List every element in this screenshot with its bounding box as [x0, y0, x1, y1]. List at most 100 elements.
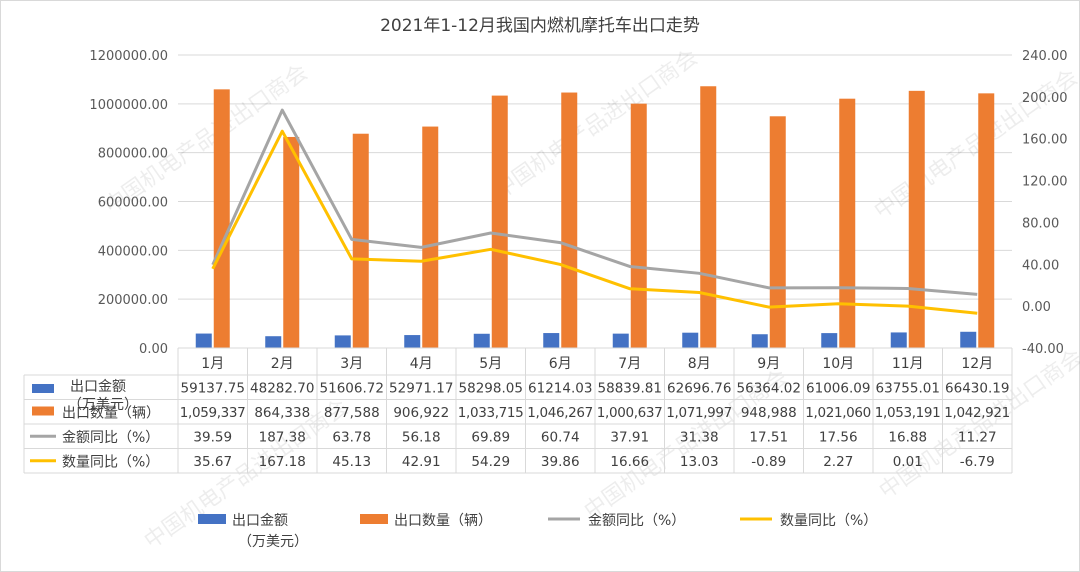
bar	[839, 98, 856, 348]
table-cell-value: 0.01	[893, 454, 923, 470]
table-cell-value: 56364.02	[737, 380, 801, 396]
left-axis-tick-label: 200000.00	[98, 293, 168, 308]
bar	[821, 333, 838, 348]
x-axis-tick-label: 3月	[340, 356, 363, 372]
table-cell-value: 17.56	[819, 429, 858, 445]
bar	[612, 333, 629, 348]
table-key-swatch	[32, 406, 54, 416]
table-cell-value: 2.27	[823, 454, 853, 470]
legend-swatch	[360, 514, 388, 524]
left-axis-tick-label: 1000000.00	[89, 98, 168, 113]
table-cell-value: 17.51	[749, 429, 788, 445]
table-cell-value: 13.03	[680, 454, 719, 470]
table-cell-value: 66430.19	[945, 380, 1009, 396]
bar	[213, 89, 230, 348]
right-axis-tick-label: 240.00	[1022, 49, 1068, 64]
table-cell-value: 1,053,191	[875, 405, 941, 421]
axes: 0.00 200000.00 400000.00 600000.00 800000.00…	[89, 49, 1067, 357]
table-cell-value: 52971.17	[389, 380, 453, 396]
table-row-label: 金额同比（%）	[62, 430, 159, 446]
table-cell-value: 58839.81	[598, 380, 662, 396]
table-row-label-unit: （万美元）	[68, 397, 138, 413]
legend-label: 出口金额	[232, 513, 288, 529]
right-axis-tick-label: 80.00	[1022, 216, 1059, 231]
table-cell-value: 48282.70	[250, 380, 314, 396]
bar	[491, 95, 508, 348]
bar	[265, 336, 282, 348]
bar	[473, 333, 490, 348]
table-cell-value: 63755.01	[876, 380, 940, 396]
table-cell-value: 62696.76	[667, 380, 731, 396]
bar	[561, 92, 578, 349]
table-cell-value: 1,021,060	[805, 405, 871, 421]
table-cell-value: 877,588	[324, 405, 380, 421]
table-cell-value: 1,042,921	[944, 405, 1010, 421]
x-axis-tick-label: 11月	[892, 356, 924, 372]
left-axis-tick-label: 0.00	[139, 342, 168, 357]
left-axis-tick-label: 1200000.00	[89, 49, 168, 64]
bar	[960, 331, 977, 348]
table-cell-value: 948,988	[741, 405, 797, 421]
chart-title: 2021年1-12月我国内燃机摩托车出口走势	[380, 16, 700, 36]
bar	[751, 334, 768, 348]
bar	[543, 333, 560, 348]
table-cell-value: 51606.72	[320, 380, 384, 396]
table-cell-value: 37.91	[610, 429, 649, 445]
right-axis-tick-label: 0.00	[1022, 300, 1051, 315]
bar	[630, 103, 647, 348]
table-cell-value: 61214.03	[528, 380, 592, 396]
table-cell-value: 42.91	[402, 454, 441, 470]
bar	[682, 332, 699, 348]
table-cell-value: 1,046,267	[527, 405, 593, 421]
right-axis-tick-label: -40.00	[1022, 342, 1064, 357]
x-axis-tick-label: 12月	[961, 356, 993, 372]
bar	[422, 126, 439, 348]
table-row-label: 出口数量（辆）	[62, 406, 160, 422]
table-cell-value: 59137.75	[181, 380, 245, 396]
x-axis-tick-label: 9月	[757, 356, 780, 372]
legend-label: 金额同比（%）	[588, 513, 685, 529]
left-axis-tick-label: 800000.00	[98, 147, 168, 162]
bar	[404, 335, 421, 348]
table-cell-value: 1,071,997	[666, 405, 732, 421]
table-cell-value: 45.13	[332, 454, 371, 470]
table-cell-value: -6.79	[960, 454, 995, 470]
table-cell-value: 167.18	[259, 454, 306, 470]
legend-label: 出口数量（辆）	[394, 513, 492, 529]
bar	[978, 93, 995, 348]
table-row-label: 数量同比（%）	[62, 455, 159, 471]
table-cell-value: 35.67	[193, 454, 232, 470]
table-cell-value: 63.78	[332, 429, 371, 445]
x-axis-tick-label: 7月	[618, 356, 641, 372]
table-key-swatch	[32, 384, 54, 393]
table-cell-value: 864,338	[254, 405, 310, 421]
x-axis-tick-label: 4月	[410, 356, 433, 372]
table-cell-value: 906,922	[393, 405, 449, 421]
x-axis-tick-label: 2月	[271, 356, 294, 372]
x-axis-tick-label: 10月	[822, 356, 854, 372]
legend-swatch	[198, 514, 226, 524]
bar	[908, 90, 925, 349]
legend-label-unit: （万美元）	[238, 534, 308, 550]
x-axis-tick-label: 6月	[549, 356, 572, 372]
table-row-label: 出口金额	[70, 379, 126, 395]
x-axis-tick-label: 1月	[201, 356, 224, 372]
table-cell-value: 61006.09	[806, 380, 870, 396]
table-cell-value: 1,059,337	[180, 405, 246, 421]
right-axis-tick-label: 160.00	[1022, 133, 1068, 148]
right-axis-tick-label: 200.00	[1022, 91, 1068, 106]
table-cell-value: 11.27	[958, 429, 997, 445]
table-cell-value: 56.18	[402, 429, 441, 445]
bar	[769, 116, 786, 349]
table-cell-value: 1,000,637	[597, 405, 663, 421]
series-line	[211, 129, 978, 315]
table-cell-value: 31.38	[680, 429, 719, 445]
table-cell-value: 16.88	[888, 429, 927, 445]
x-axis-tick-label: 8月	[688, 356, 711, 372]
table-cell-value: 60.74	[541, 429, 580, 445]
table-cell-value: -0.89	[751, 454, 786, 470]
left-axis-tick-label: 600000.00	[98, 196, 168, 211]
